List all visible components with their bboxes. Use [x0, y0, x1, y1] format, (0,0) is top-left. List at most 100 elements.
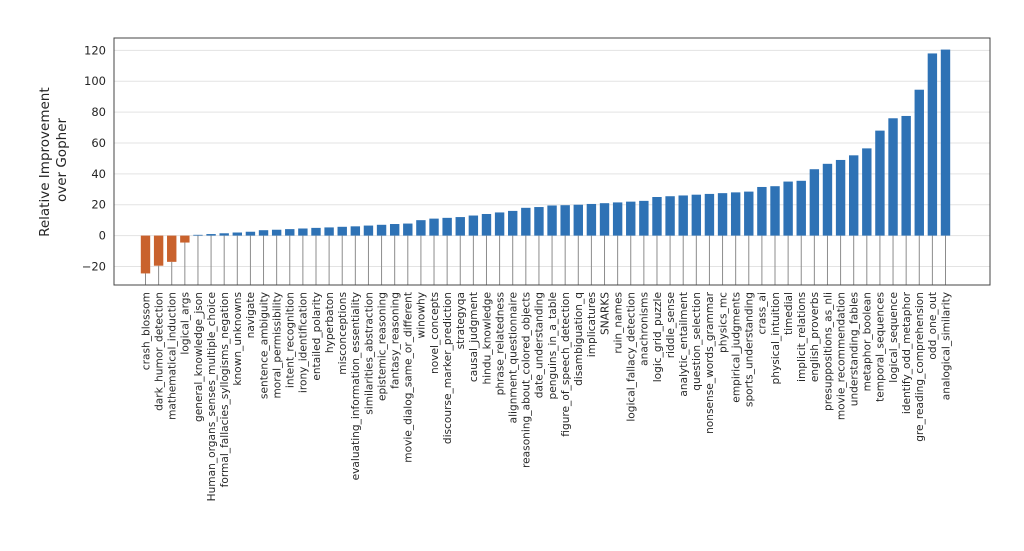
x-axis-labels: crash_blossom dark_humor_detection mathema… [140, 291, 952, 501]
x-tick-label: implicatures [586, 292, 598, 357]
bar [153, 235, 164, 266]
x-tick-label: sports_understanding [744, 292, 756, 407]
bar [888, 118, 898, 236]
x-tick-label: Human_organs_senses_multiple_choice [206, 292, 218, 501]
x-tick-label: presuppositions_as_nli [822, 292, 834, 411]
x-tick-label: movie_dialog_same_or_different [403, 292, 415, 463]
x-tick-label: penguins_in_a_table [547, 292, 559, 399]
y-axis-title: Relative Improvement over Gopher [37, 83, 70, 237]
bar [770, 186, 780, 236]
bar [376, 224, 387, 236]
x-tick-label: physical_intuition [770, 292, 782, 385]
y-axis-title-line-2: over Gopher [54, 118, 70, 203]
bar [350, 226, 361, 236]
bar [560, 205, 570, 236]
bar [337, 226, 347, 236]
x-tick-label: logical_fallacy_detection [626, 292, 638, 422]
bar [206, 234, 216, 236]
x-tick-label: logical_sequence [888, 292, 900, 383]
x-tick-label: riddle_sense [665, 292, 677, 358]
bar [285, 229, 295, 236]
x-tick-label: identify_odd_metaphor [901, 291, 913, 414]
x-tick-label: similarities_abstraction [363, 292, 375, 415]
bar [468, 215, 479, 236]
bar [862, 148, 872, 236]
x-tick-label: intent_recognition [285, 292, 297, 388]
x-tick-label: navigate [245, 292, 257, 338]
y-axis-title-line-1: Relative Improvement [37, 87, 53, 237]
x-tick-label: sentence_ambiguity [258, 292, 270, 399]
bar [626, 201, 636, 236]
x-tick-label: causal_judgment [468, 292, 480, 382]
bar [822, 163, 833, 236]
bar [534, 207, 544, 236]
bar [665, 196, 675, 236]
x-tick-label: crash_blossom [140, 292, 152, 370]
x-tick-label: movie_recommendation [835, 292, 847, 420]
x-tick-label: evaluating_information_essentiality [350, 292, 362, 480]
gridlines [114, 49, 990, 267]
x-tick-label: hyperbaton [324, 292, 336, 353]
x-tick-label: nonsense_words_grammar [704, 291, 716, 434]
bar [586, 203, 597, 236]
bar [416, 220, 426, 236]
bar [258, 230, 269, 236]
bar [245, 231, 256, 236]
x-tick-label: analytic_entailment [678, 292, 690, 397]
bar [363, 225, 374, 236]
bar [521, 207, 531, 236]
x-tick-label: temporal_sequences [875, 292, 887, 402]
y-tick-label: 60 [91, 136, 106, 150]
x-tick-label: mathematical_induction [167, 292, 179, 420]
x-tick-label: crass_ai [757, 292, 769, 334]
bar [167, 235, 177, 262]
bar [704, 193, 715, 236]
stems [145, 235, 946, 285]
bar [639, 200, 649, 236]
y-tick-label: 40 [91, 167, 106, 181]
x-tick-label: discourse_marker_prediction [442, 292, 454, 444]
y-tick-label: 80 [91, 105, 106, 119]
bar [757, 186, 767, 236]
x-tick-label: novel_concepts [429, 292, 441, 374]
bar [927, 53, 938, 236]
bar [271, 229, 282, 236]
bar [848, 155, 859, 236]
x-tick-label: known_unknowns [232, 292, 244, 386]
x-tick-label: ruin_names [612, 292, 624, 354]
x-tick-label: epistemic_reasoning [376, 292, 388, 401]
x-tick-label: formal_fallacies_syllogisms_negation [219, 292, 231, 487]
x-tick-label: SNARKS [599, 292, 611, 335]
bar [573, 204, 583, 236]
bar [783, 181, 793, 236]
bar [442, 217, 452, 236]
bar [429, 218, 439, 236]
bar [455, 217, 465, 236]
x-tick-label: winowhy [416, 292, 428, 338]
bar [219, 233, 229, 236]
x-tick-label: hindu_knowledge [481, 292, 493, 385]
plot-frame [113, 37, 991, 286]
x-tick-label: analogical_similarity [940, 292, 952, 400]
bar [403, 223, 413, 236]
x-tick-label: irony_identification [298, 292, 310, 393]
bar [744, 191, 754, 236]
x-tick-label: metaphor_boolean [862, 292, 874, 391]
bar [298, 228, 308, 236]
bars [140, 49, 951, 274]
bar [193, 234, 203, 236]
x-tick-label: english_proverbs [809, 292, 821, 382]
y-tick-label: 100 [84, 74, 106, 88]
bar [140, 235, 151, 274]
bar [901, 115, 911, 236]
bar [324, 227, 334, 236]
bar [730, 192, 741, 236]
bar [481, 213, 492, 236]
bar [691, 194, 702, 236]
bar [796, 180, 806, 236]
x-tick-label: strategyqa [455, 292, 467, 349]
y-axis-ticks: −20 0 20 40 60 80 100 120 [82, 43, 106, 273]
x-tick-label: odd_one_out [927, 292, 939, 360]
x-tick-label: general_knowledge_json [193, 292, 205, 422]
x-tick-label: misconceptions [337, 292, 349, 375]
